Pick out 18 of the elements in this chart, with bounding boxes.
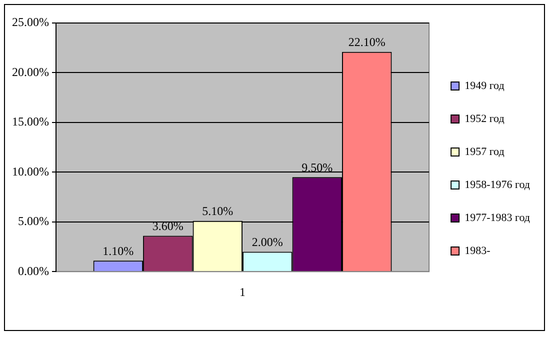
legend-label: 1983- — [464, 244, 491, 257]
y-tick-label: 0.00% — [18, 264, 49, 278]
data-label: 1.10% — [102, 244, 134, 258]
data-label: 5.10% — [202, 204, 234, 218]
y-tick-label: 5.00% — [18, 214, 49, 228]
legend-label: 1957 год — [464, 146, 505, 158]
y-tick-label: 10.00% — [12, 164, 49, 178]
legend-label: 1952 год — [464, 112, 505, 125]
legend-label: 1977-1983 год — [464, 212, 530, 224]
data-label: 9.50% — [302, 160, 333, 174]
data-label: 2.00% — [252, 234, 283, 249]
y-tick-label: 20.00% — [12, 64, 49, 79]
x-tick-label: 1 — [240, 284, 246, 299]
y-tick-label: 15.00% — [12, 114, 49, 129]
data-label: 22.10% — [348, 34, 386, 49]
y-tick-label: 25.00% — [12, 15, 49, 30]
legend-label: 1958-1976 год — [464, 178, 530, 191]
legend-label: 1949 год — [464, 80, 505, 92]
